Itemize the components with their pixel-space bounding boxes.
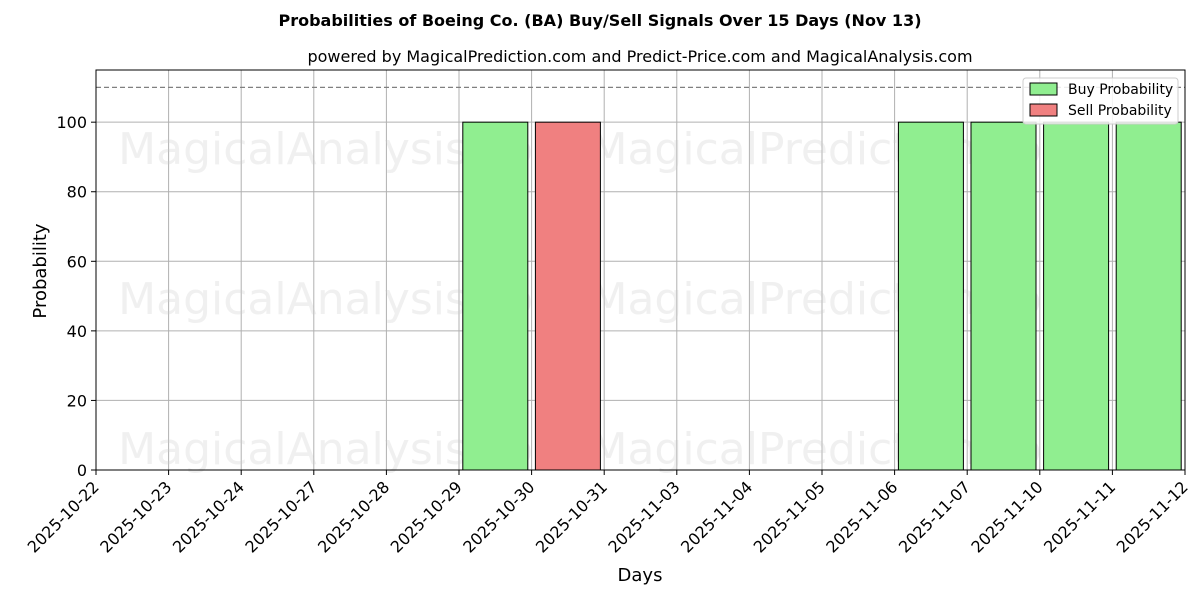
x-tick-label: 2025-11-11	[1040, 477, 1119, 556]
y-tick-label: 20	[67, 391, 87, 410]
y-tick-label: 100	[56, 113, 87, 132]
y-tick-label: 40	[67, 322, 87, 341]
chart-subtitle: powered by MagicalPrediction.com and Pre…	[307, 47, 972, 66]
bars	[462, 121, 1182, 471]
buy-bar-2025-11-07	[970, 121, 1037, 471]
x-tick-label: 2025-10-30	[459, 477, 538, 556]
buy-bar-2025-11-11	[1115, 121, 1182, 471]
x-tick-label: 2025-10-29	[387, 477, 466, 556]
y-tick-label: 60	[67, 252, 87, 271]
x-tick-label: 2025-10-24	[169, 477, 248, 556]
y-tick-label: 0	[77, 461, 87, 480]
sell-bar-2025-10-30	[534, 121, 601, 471]
buy-bar-2025-11-10	[1043, 121, 1110, 471]
x-tick-label: 2025-10-23	[96, 477, 175, 556]
legend-label: Sell Probability	[1068, 103, 1172, 119]
x-tick-label: 2025-11-05	[750, 477, 829, 556]
legend-swatch	[1029, 103, 1058, 117]
buy-bar-2025-10-29	[462, 121, 529, 471]
x-tick-label: 2025-10-28	[314, 477, 393, 556]
y-ticks: 0 20 40 60 80 100	[56, 113, 96, 480]
x-tick-label: 2025-11-06	[822, 477, 901, 556]
chart-title: Probabilities of Boeing Co. (BA) Buy/Sel…	[278, 11, 921, 30]
buy-bar-2025-11-06	[897, 121, 964, 471]
x-tick-label: 2025-10-22	[24, 477, 103, 556]
legend: Buy Probability Sell Probability	[1022, 77, 1179, 125]
x-tick-label: 2025-11-03	[604, 477, 683, 556]
x-tick-label: 2025-10-31	[532, 477, 611, 556]
legend-box	[1022, 77, 1179, 125]
x-ticks: 2025-10-222025-10-232025-10-242025-10-27…	[24, 470, 1192, 557]
y-axis-label: Probability	[30, 223, 51, 318]
legend-label: Buy Probability	[1068, 82, 1173, 98]
x-axis-label: Days	[618, 565, 663, 586]
x-tick-label: 2025-11-04	[677, 477, 756, 556]
x-tick-label: 2025-10-27	[241, 477, 320, 556]
y-tick-label: 80	[67, 183, 87, 202]
x-tick-label: 2025-11-10	[967, 477, 1046, 556]
legend-swatch	[1029, 82, 1058, 96]
x-tick-label: 2025-11-12	[1113, 477, 1192, 556]
plot-frame	[95, 69, 1186, 471]
x-tick-label: 2025-11-07	[895, 477, 974, 556]
